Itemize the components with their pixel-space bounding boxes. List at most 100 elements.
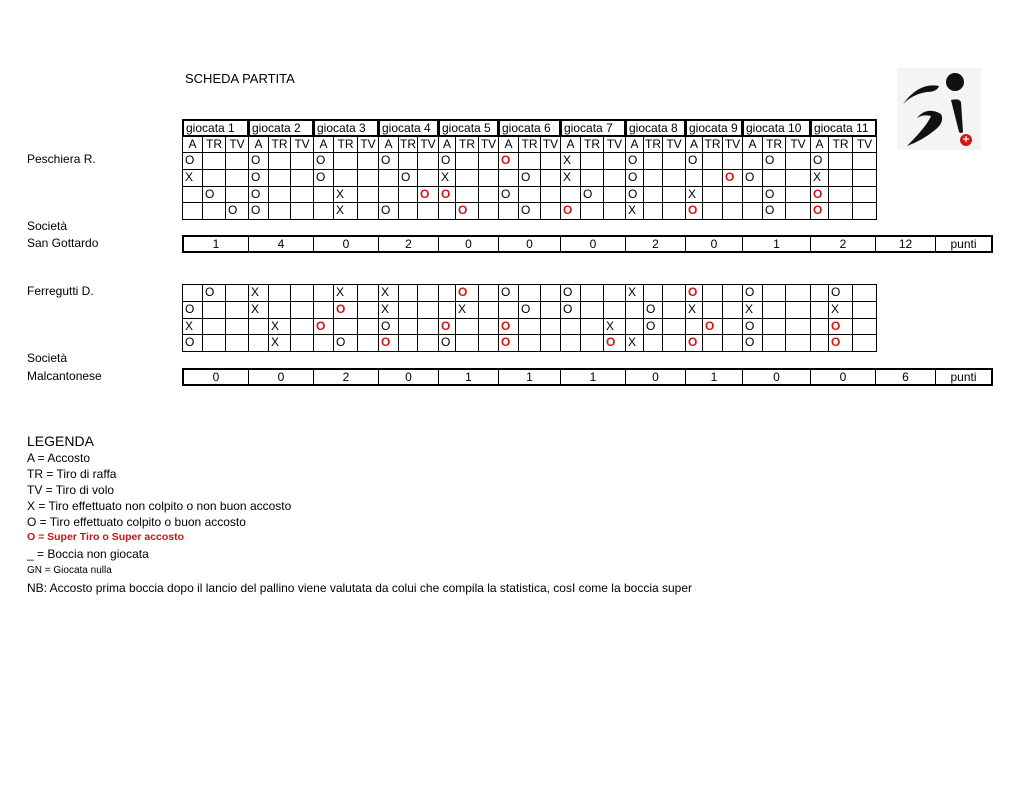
shot-cell bbox=[225, 185, 249, 204]
subheader-tr: TR bbox=[455, 136, 479, 153]
shot-cell: X bbox=[438, 168, 456, 187]
shot-cell bbox=[478, 202, 499, 220]
shot-cell bbox=[722, 284, 743, 302]
shot-cell: O bbox=[438, 152, 456, 170]
shot-cell bbox=[702, 185, 723, 204]
shot-cell bbox=[742, 185, 763, 204]
shot-cell bbox=[290, 168, 314, 187]
giocata-header: giocata 11 bbox=[810, 119, 877, 137]
shot-cell bbox=[417, 334, 439, 352]
shot-cell bbox=[580, 152, 604, 170]
shot-cell: X bbox=[182, 168, 203, 187]
shot-cell bbox=[313, 284, 334, 302]
shot-cell bbox=[852, 185, 877, 204]
subheader-a: A bbox=[625, 136, 644, 153]
shot-cell bbox=[182, 284, 203, 302]
legend-not-played: _ = Boccia non giocata bbox=[27, 547, 149, 561]
shot-cell: X bbox=[810, 168, 829, 187]
shot-cell bbox=[438, 284, 456, 302]
shot-cell bbox=[225, 317, 249, 336]
shot-cell bbox=[702, 168, 723, 187]
shot-cell bbox=[357, 317, 379, 336]
shot-cell: O bbox=[378, 152, 399, 170]
super-shot-cell: O bbox=[333, 300, 358, 319]
giocata-header: giocata 1 bbox=[182, 119, 249, 137]
societa-label: Società bbox=[27, 219, 68, 233]
shot-cell bbox=[580, 168, 604, 187]
shot-cell bbox=[518, 185, 541, 204]
shot-cell: X bbox=[268, 317, 291, 336]
shot-cell: O bbox=[762, 185, 786, 204]
shot-cell: X bbox=[378, 284, 399, 302]
shot-cell bbox=[762, 317, 786, 336]
subheader-tv: TV bbox=[540, 136, 561, 153]
shot-cell: O bbox=[762, 202, 786, 220]
shot-cell bbox=[290, 152, 314, 170]
shot-cell: O bbox=[248, 202, 269, 220]
giocata-score: 0 bbox=[378, 368, 439, 386]
shot-cell bbox=[290, 284, 314, 302]
shot-cell bbox=[643, 168, 663, 187]
shot-cell bbox=[225, 334, 249, 352]
legend-line: TR = Tiro di raffa bbox=[27, 467, 117, 481]
shot-cell bbox=[722, 300, 743, 319]
giocata-score: 1 bbox=[742, 235, 811, 253]
points-label: punti bbox=[935, 368, 993, 386]
shot-cell: O bbox=[202, 284, 226, 302]
giocata-score: 0 bbox=[498, 235, 561, 253]
shot-cell bbox=[762, 284, 786, 302]
shot-cell: O bbox=[378, 317, 399, 336]
shot-cell: O bbox=[498, 284, 519, 302]
shot-cell bbox=[643, 334, 663, 352]
player-name: Peschiera R. bbox=[27, 152, 96, 166]
shot-cell bbox=[225, 284, 249, 302]
shot-cell bbox=[662, 300, 686, 319]
shot-cell bbox=[357, 185, 379, 204]
shot-cell: O bbox=[313, 168, 334, 187]
giocata-header: giocata 3 bbox=[313, 119, 379, 137]
shot-cell: O bbox=[828, 284, 853, 302]
shot-cell bbox=[785, 334, 811, 352]
shot-cell: X bbox=[268, 334, 291, 352]
subheader-tv: TV bbox=[852, 136, 877, 153]
shot-cell bbox=[722, 152, 743, 170]
subheader-tv: TV bbox=[662, 136, 686, 153]
shot-cell: O bbox=[248, 185, 269, 204]
shot-cell bbox=[417, 152, 439, 170]
shot-cell bbox=[202, 202, 226, 220]
shot-cell bbox=[722, 334, 743, 352]
shot-cell: X bbox=[625, 284, 644, 302]
giocata-header: giocata 5 bbox=[438, 119, 499, 137]
shot-cell: X bbox=[333, 284, 358, 302]
shot-cell bbox=[762, 168, 786, 187]
shot-cell bbox=[268, 152, 291, 170]
shot-cell bbox=[742, 202, 763, 220]
shot-cell bbox=[455, 168, 479, 187]
shot-cell bbox=[603, 202, 626, 220]
shot-cell bbox=[810, 300, 829, 319]
shot-cell: X bbox=[625, 202, 644, 220]
shot-cell: O bbox=[580, 185, 604, 204]
super-shot-cell: O bbox=[313, 317, 334, 336]
shot-cell: X bbox=[625, 334, 644, 352]
shot-cell bbox=[518, 334, 541, 352]
super-shot-cell: O bbox=[378, 334, 399, 352]
shot-cell bbox=[643, 152, 663, 170]
shot-cell bbox=[702, 284, 723, 302]
shot-cell: O bbox=[560, 284, 581, 302]
shot-cell bbox=[828, 202, 853, 220]
shot-cell: X bbox=[333, 185, 358, 204]
shot-cell bbox=[540, 152, 561, 170]
shot-cell bbox=[852, 317, 877, 336]
shot-cell bbox=[540, 202, 561, 220]
subheader-tr: TR bbox=[333, 136, 358, 153]
subheader-tr: TR bbox=[702, 136, 723, 153]
subheader-a: A bbox=[248, 136, 269, 153]
shot-cell bbox=[603, 168, 626, 187]
shot-cell bbox=[333, 168, 358, 187]
shot-cell bbox=[290, 334, 314, 352]
shot-cell bbox=[518, 284, 541, 302]
shot-cell bbox=[290, 202, 314, 220]
shot-cell bbox=[478, 334, 499, 352]
